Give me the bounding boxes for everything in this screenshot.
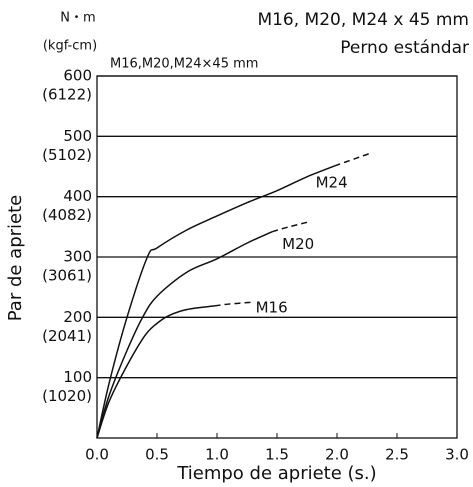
y-tick-label: 500 xyxy=(63,127,92,145)
y-tick-secondary-label: (6122) xyxy=(42,86,92,104)
x-tick-label: 1.5 xyxy=(265,446,289,464)
series-line xyxy=(96,165,335,439)
series-extension xyxy=(271,221,309,233)
x-tick-label: 1.0 xyxy=(205,446,229,464)
series-line xyxy=(96,230,273,439)
y-unit: N・m xyxy=(60,11,95,26)
x-tick-label: 0.5 xyxy=(145,446,169,464)
series-line xyxy=(96,305,215,439)
series-extension xyxy=(334,152,371,167)
y-tick-secondary-label: (1020) xyxy=(42,387,92,405)
y-unit-secondary: (kgf-cm) xyxy=(43,39,97,54)
y-tick-secondary-label: (2041) xyxy=(42,327,92,345)
chart-title: M16, M20, M24 x 45 mm xyxy=(257,10,469,30)
y-tick-label: 600 xyxy=(63,67,92,85)
x-tick-label: 2.5 xyxy=(385,446,409,464)
y-axis-title: Par de apriete xyxy=(5,195,26,321)
curve-label: M24 xyxy=(316,173,348,191)
curve-label: M20 xyxy=(282,235,314,253)
x-tick-label: 2.0 xyxy=(325,446,349,464)
y-tick-label: 200 xyxy=(63,308,92,326)
y-tick-label: 300 xyxy=(63,248,92,266)
x-axis-title: Tiempo de apriete (s.) xyxy=(176,463,376,484)
x-tick-label: 0.0 xyxy=(85,446,109,464)
y-tick-label: 100 xyxy=(63,368,92,386)
y-tick-label: 400 xyxy=(63,187,92,205)
x-tick-label: 3.0 xyxy=(445,446,469,464)
y-tick-secondary-label: (3061) xyxy=(42,267,92,285)
curve-label: M16 xyxy=(256,298,288,316)
y-tick-secondary-label: (4082) xyxy=(42,206,92,224)
annotation: M16,M20,M24×45 mm xyxy=(110,57,258,72)
y-tick-secondary-label: (5102) xyxy=(42,146,92,164)
chart-subtitle: Perno estándar xyxy=(340,38,469,58)
series-extension xyxy=(214,301,252,307)
